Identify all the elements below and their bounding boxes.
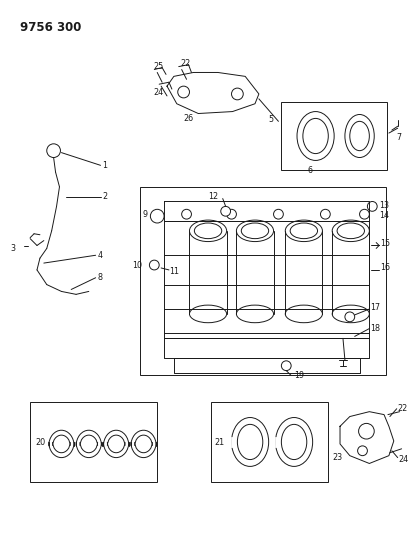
Text: 13: 13 (379, 201, 389, 210)
Text: 4: 4 (98, 251, 103, 260)
Text: 22: 22 (398, 404, 408, 413)
Text: 24: 24 (153, 87, 164, 96)
Circle shape (227, 209, 236, 219)
Text: 3: 3 (11, 244, 16, 253)
Circle shape (345, 312, 355, 322)
Text: 24: 24 (399, 455, 409, 464)
Text: 19: 19 (294, 371, 304, 380)
Text: 21: 21 (214, 439, 224, 447)
Text: 16: 16 (380, 263, 390, 272)
Text: 23: 23 (332, 453, 342, 462)
Text: 10: 10 (133, 261, 143, 270)
Text: 26: 26 (184, 114, 194, 123)
Circle shape (182, 209, 192, 219)
Text: 1: 1 (103, 161, 108, 170)
Text: 6: 6 (308, 166, 313, 175)
Text: 9756 300: 9756 300 (20, 21, 82, 34)
Circle shape (368, 201, 377, 211)
Bar (211, 402, 328, 482)
Text: 15: 15 (380, 239, 390, 248)
Text: 11: 11 (169, 268, 179, 277)
Text: 12: 12 (208, 192, 218, 201)
Text: 25: 25 (153, 62, 164, 71)
Text: 22: 22 (181, 59, 191, 68)
Bar (140, 187, 386, 375)
Circle shape (221, 206, 231, 216)
Text: 14: 14 (379, 211, 389, 220)
Text: 2: 2 (103, 192, 108, 201)
Text: 9: 9 (142, 209, 147, 219)
Text: 17: 17 (370, 303, 380, 312)
Text: 5: 5 (269, 115, 274, 124)
Text: 8: 8 (98, 273, 103, 282)
Circle shape (281, 361, 291, 370)
Circle shape (321, 209, 330, 219)
Circle shape (274, 209, 283, 219)
Text: 20: 20 (35, 439, 45, 447)
Circle shape (150, 209, 164, 223)
Bar (30, 402, 157, 482)
Circle shape (150, 260, 159, 270)
Text: 7: 7 (397, 133, 402, 142)
Circle shape (360, 209, 369, 219)
Bar (281, 102, 387, 170)
Text: 18: 18 (370, 324, 380, 333)
